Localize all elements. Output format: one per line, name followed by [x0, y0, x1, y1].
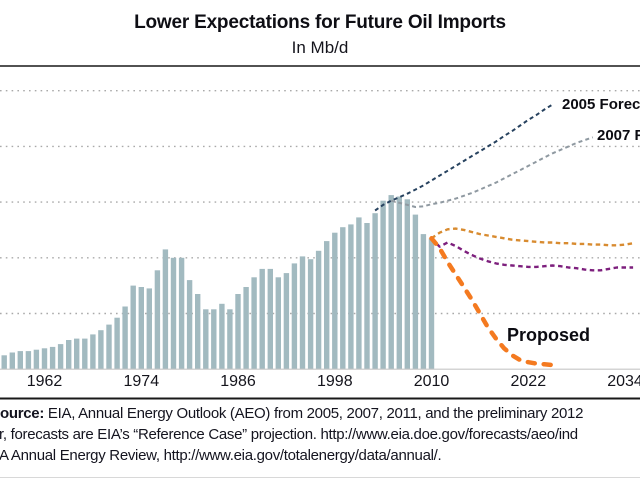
bar-2007 [404, 199, 410, 370]
chart-title: Lower Expectations for Future Oil Import… [134, 12, 506, 33]
source-line-3: A Annual Energy Review, http://www.eia.g… [0, 447, 442, 464]
bar-1971 [114, 317, 120, 370]
x-tick-label-1962: 1962 [26, 373, 63, 390]
source-line-1: ource: EIA, Annual Energy Outlook (AEO) … [0, 405, 584, 422]
bar-1993 [291, 263, 298, 370]
bar-1988 [251, 277, 257, 370]
bar-1997 [324, 241, 330, 370]
label-proposed: Proposed [507, 325, 591, 345]
series-line-preliminary-2012-forecast [430, 237, 634, 272]
bar-1981 [195, 294, 201, 370]
bar-1991 [275, 277, 281, 370]
bar-1986 [235, 294, 241, 370]
x-tick-label-2034: 2034 [607, 373, 640, 390]
bar-1957 [1, 355, 7, 370]
bar-1964 [57, 344, 64, 370]
bar-1980 [186, 280, 193, 370]
bar-1979 [178, 257, 185, 370]
bar-1976 [154, 270, 161, 370]
x-tick-label-2022: 2022 [510, 373, 547, 390]
bar-1962 [41, 348, 48, 370]
bar-2005 [388, 195, 394, 370]
bar-1975 [146, 288, 152, 370]
bar-2001 [356, 217, 362, 370]
x-tick-label-1974: 1974 [123, 373, 160, 390]
x-tick-label-2010: 2010 [413, 373, 450, 390]
x-tick-label-1986: 1986 [220, 373, 256, 390]
bar-1994 [299, 256, 306, 370]
bar-1995 [307, 259, 314, 370]
bar-1990 [267, 268, 273, 370]
bar-1972 [122, 306, 128, 370]
bar-1961 [33, 349, 40, 370]
bar-1969 [98, 330, 104, 370]
x-tick-label-1998: 1998 [317, 373, 353, 390]
bar-1970 [106, 324, 112, 370]
bar-1978 [170, 257, 177, 370]
series-line-proposed [429, 236, 555, 368]
bar-2006 [396, 196, 402, 370]
bar-2002 [364, 223, 370, 370]
bar-1960 [25, 351, 32, 370]
bar-1977 [162, 249, 169, 370]
bar-1998 [332, 232, 338, 370]
series-line-2011-forecast [430, 227, 634, 247]
bar-1965 [66, 340, 72, 370]
bar-1996 [315, 250, 322, 370]
bar-1984 [219, 303, 225, 370]
source-note: ource: EIA, Annual Energy Outlook (AEO) … [0, 403, 640, 469]
bar-1966 [74, 338, 80, 370]
bar-1967 [82, 338, 88, 370]
bar-1983 [211, 309, 217, 370]
bar-1968 [90, 334, 96, 370]
source-line-2: r, forecasts are EIA’s “Reference Case” … [0, 426, 578, 443]
bar-1974 [138, 287, 144, 370]
label-2007-forecast: 2007 Forecast [597, 127, 640, 144]
series-line-2007-forecast [390, 136, 594, 208]
bar-2008 [412, 214, 419, 370]
bar-1992 [283, 273, 290, 370]
bar-1989 [259, 268, 265, 370]
bar-1959 [17, 351, 23, 370]
bar-1999 [340, 227, 346, 370]
bar-1973 [130, 285, 136, 370]
series-line-2005-forecast [374, 103, 553, 212]
bar-1963 [49, 346, 56, 370]
bar-1958 [9, 352, 15, 370]
chart-subtitle: In Mb/d [291, 38, 349, 57]
bar-2000 [348, 224, 354, 370]
bar-2004 [380, 200, 386, 370]
source-label: ource: [0, 405, 45, 422]
label-2005-forecast: 2005 Forecast [562, 96, 640, 113]
bar-2010 [428, 238, 435, 370]
bar-1982 [203, 309, 209, 370]
bar-2003 [372, 213, 378, 370]
bar-1985 [227, 309, 233, 370]
bar-2009 [420, 234, 427, 370]
history-bars-group [1, 195, 435, 370]
bar-1987 [243, 287, 249, 370]
